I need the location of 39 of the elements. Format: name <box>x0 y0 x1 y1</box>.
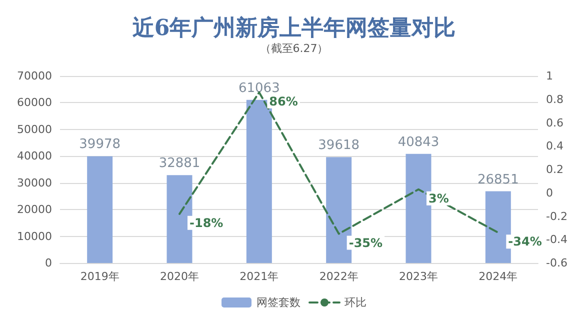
y2-tick-label: 0.4 <box>546 140 564 153</box>
x-tick-label: 2022年 <box>319 270 358 283</box>
y2-tick-label: -0.2 <box>546 210 568 223</box>
y-tick-label: 60000 <box>17 96 52 110</box>
y2-tick-label: -0.4 <box>546 233 568 246</box>
bar <box>87 156 113 263</box>
data-label: 26851 <box>477 172 519 188</box>
x-tick-label: 2023年 <box>399 270 438 283</box>
y-tick-label: 40000 <box>17 150 52 163</box>
x-tick-label: 2019年 <box>80 270 120 283</box>
x-tick-label: 2020年 <box>160 270 199 283</box>
data-label: 32881 <box>158 156 200 172</box>
y2-tick-label: 1 <box>546 70 553 82</box>
y-tick-label: 70000 <box>17 70 52 82</box>
legend-label: 环比 <box>344 296 366 309</box>
y-tick-label: 20000 <box>17 203 52 216</box>
data-label: 40843 <box>398 134 440 150</box>
data-label: -18% <box>190 216 224 230</box>
y2-tick-label: 0.6 <box>546 116 564 130</box>
y-tick-label: 0 <box>45 256 52 270</box>
x-tick-label: 2024年 <box>478 270 518 283</box>
data-label: -34% <box>508 234 542 249</box>
y2-tick-label: 0 <box>546 186 553 200</box>
chart-subtitle: （截至6.27） <box>260 42 328 55</box>
y-tick-label: 10000 <box>17 230 52 243</box>
data-label: 39618 <box>318 138 360 154</box>
x-tick-label: 2021年 <box>240 270 279 283</box>
data-label: -35% <box>348 236 383 250</box>
y-tick-label: 50000 <box>17 122 52 136</box>
data-label: 39978 <box>79 137 121 152</box>
data-label: 86% <box>269 94 298 108</box>
y2-tick-label: -0.6 <box>546 256 568 270</box>
y2-tick-label: 0.2 <box>546 163 564 176</box>
y-tick-label: 30000 <box>17 176 52 190</box>
chart-title: 近6年广州新房上半年网签量对比 <box>131 15 456 41</box>
legend-label: 网签套数 <box>256 296 300 309</box>
data-label: 3% <box>428 191 449 206</box>
y2-tick-label: 0.8 <box>546 92 564 106</box>
data-label: 61063 <box>238 80 280 96</box>
